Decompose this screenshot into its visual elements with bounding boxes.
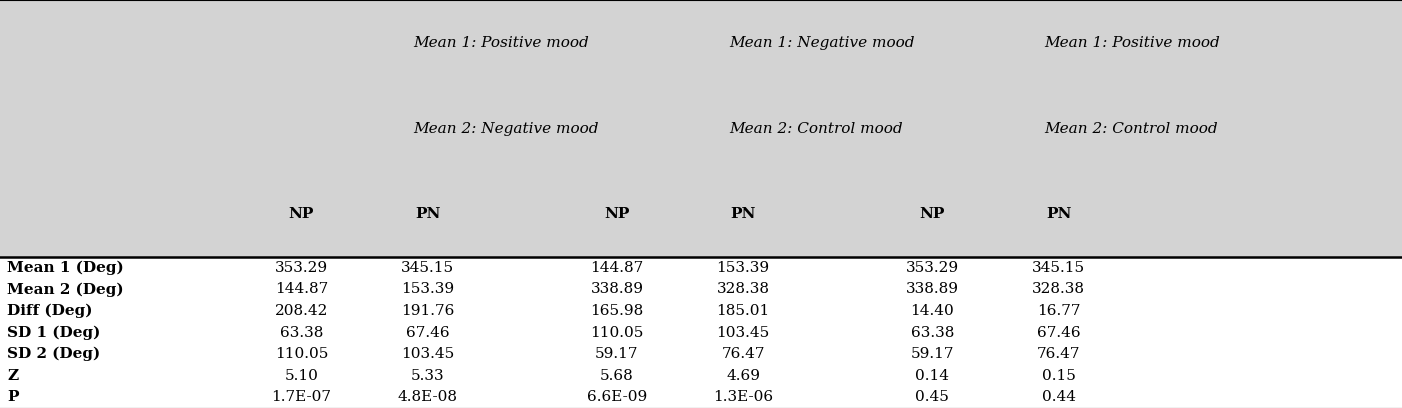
Text: 185.01: 185.01 <box>716 304 770 318</box>
Text: 0.14: 0.14 <box>916 369 949 383</box>
Text: PN: PN <box>1046 207 1071 221</box>
Text: 328.38: 328.38 <box>1032 282 1085 296</box>
Text: 345.15: 345.15 <box>401 261 454 275</box>
Text: 0.44: 0.44 <box>1042 390 1075 404</box>
Text: Mean 1 (Deg): Mean 1 (Deg) <box>7 261 123 275</box>
Text: 208.42: 208.42 <box>275 304 328 318</box>
Text: 16.77: 16.77 <box>1036 304 1081 318</box>
Text: 1.7E-07: 1.7E-07 <box>272 390 331 404</box>
Text: SD 2 (Deg): SD 2 (Deg) <box>7 347 101 361</box>
Text: 63.38: 63.38 <box>280 326 322 339</box>
Text: Mean 2: Control mood: Mean 2: Control mood <box>729 122 903 135</box>
Text: 63.38: 63.38 <box>911 326 953 339</box>
Text: 144.87: 144.87 <box>590 261 644 275</box>
Text: 14.40: 14.40 <box>910 304 955 318</box>
Text: 76.47: 76.47 <box>721 347 765 361</box>
Text: 353.29: 353.29 <box>906 261 959 275</box>
Text: 103.45: 103.45 <box>401 347 454 361</box>
Text: 0.15: 0.15 <box>1042 369 1075 383</box>
Text: 328.38: 328.38 <box>716 282 770 296</box>
Text: 6.6E-09: 6.6E-09 <box>587 390 646 404</box>
Text: Diff (Deg): Diff (Deg) <box>7 304 93 318</box>
Text: 1.3E-06: 1.3E-06 <box>714 390 773 404</box>
Text: 338.89: 338.89 <box>906 282 959 296</box>
Text: Mean 2: Control mood: Mean 2: Control mood <box>1044 122 1218 135</box>
Text: 67.46: 67.46 <box>405 326 450 339</box>
Text: 4.69: 4.69 <box>726 369 760 383</box>
Text: 5.10: 5.10 <box>285 369 318 383</box>
Text: Mean 2: Negative mood: Mean 2: Negative mood <box>414 122 599 135</box>
Text: 76.47: 76.47 <box>1036 347 1081 361</box>
Text: Z: Z <box>7 369 18 383</box>
Text: 0.45: 0.45 <box>916 390 949 404</box>
Text: Mean 1: Negative mood: Mean 1: Negative mood <box>729 36 914 50</box>
Text: 103.45: 103.45 <box>716 326 770 339</box>
Text: 59.17: 59.17 <box>594 347 639 361</box>
Bar <box>0 0 1402 257</box>
Text: 110.05: 110.05 <box>590 326 644 339</box>
Text: NP: NP <box>604 207 629 221</box>
Text: Mean 1: Positive mood: Mean 1: Positive mood <box>414 36 589 50</box>
Text: 110.05: 110.05 <box>275 347 328 361</box>
Text: NP: NP <box>920 207 945 221</box>
Text: Mean 2 (Deg): Mean 2 (Deg) <box>7 282 123 297</box>
Text: Mean 1: Positive mood: Mean 1: Positive mood <box>1044 36 1220 50</box>
Text: 4.8E-08: 4.8E-08 <box>398 390 457 404</box>
Text: 153.39: 153.39 <box>716 261 770 275</box>
Text: PN: PN <box>730 207 756 221</box>
Text: SD 1 (Deg): SD 1 (Deg) <box>7 325 101 340</box>
Text: 144.87: 144.87 <box>275 282 328 296</box>
Text: 153.39: 153.39 <box>401 282 454 296</box>
Text: NP: NP <box>289 207 314 221</box>
Text: 165.98: 165.98 <box>590 304 644 318</box>
Text: P: P <box>7 390 18 404</box>
Text: 5.68: 5.68 <box>600 369 634 383</box>
Text: 191.76: 191.76 <box>401 304 454 318</box>
Text: PN: PN <box>415 207 440 221</box>
Text: 338.89: 338.89 <box>590 282 644 296</box>
Text: 5.33: 5.33 <box>411 369 444 383</box>
Text: 67.46: 67.46 <box>1036 326 1081 339</box>
Text: 59.17: 59.17 <box>910 347 955 361</box>
Text: 353.29: 353.29 <box>275 261 328 275</box>
Text: 345.15: 345.15 <box>1032 261 1085 275</box>
